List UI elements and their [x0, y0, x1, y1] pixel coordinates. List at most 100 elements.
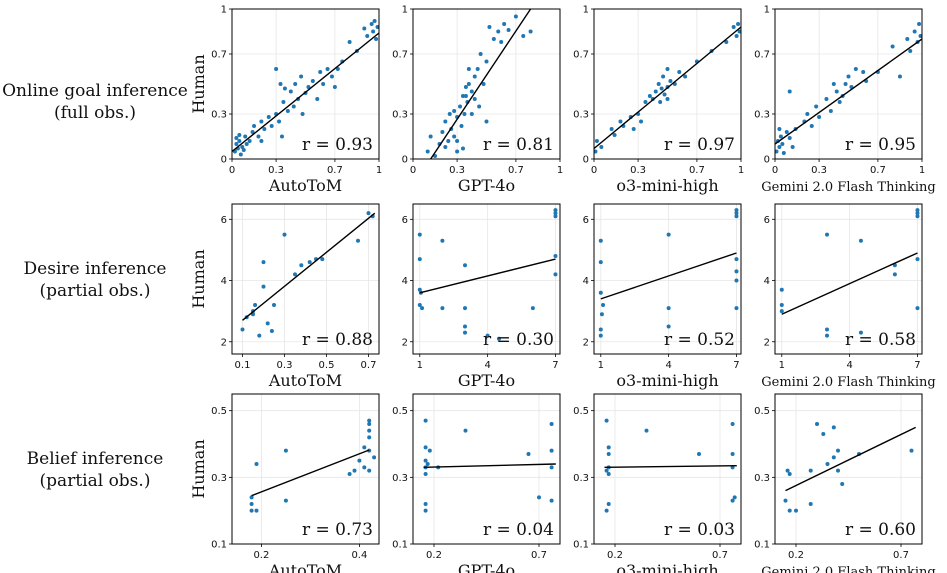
- data-point: [362, 26, 367, 31]
- row-label-online-goal: Online goal inference (full obs.): [0, 80, 190, 124]
- y-tick-label: 1: [221, 5, 227, 16]
- data-point: [375, 25, 379, 29]
- data-point: [261, 260, 266, 265]
- data-point: [778, 134, 783, 139]
- data-point: [367, 435, 372, 440]
- data-point: [606, 502, 611, 506]
- row-label-desire: Desire inference (partial obs.): [0, 258, 190, 302]
- data-point: [417, 232, 422, 237]
- y-tick-label: 0.3: [211, 110, 227, 121]
- row-label-line1: Belief inference: [26, 449, 164, 469]
- data-point: [237, 133, 242, 137]
- data-point: [734, 257, 739, 262]
- data-point: [662, 92, 667, 97]
- data-point: [831, 82, 836, 86]
- data-point: [362, 465, 367, 470]
- data-point: [502, 22, 507, 26]
- y-tick-label: 4: [583, 276, 589, 287]
- data-point: [253, 303, 258, 308]
- data-point: [265, 321, 270, 326]
- data-point: [481, 82, 486, 86]
- data-point: [787, 508, 792, 513]
- data-point: [241, 148, 246, 152]
- y-tick-label: 0.7: [211, 50, 227, 61]
- points-group: [783, 422, 914, 513]
- data-point: [843, 82, 848, 86]
- x-tick-label: 1: [557, 165, 563, 176]
- data-point: [321, 82, 326, 86]
- x-axis-label: GPT-4o: [458, 371, 515, 390]
- correlation-label: r = 0.04: [483, 520, 554, 540]
- data-point: [825, 462, 830, 466]
- data-point: [252, 124, 257, 128]
- data-point: [372, 455, 377, 460]
- panel-frame: [593, 203, 742, 355]
- data-point: [734, 211, 739, 216]
- data-point: [487, 25, 492, 29]
- x-axis-label: GPT-4o: [458, 176, 515, 195]
- row-label-line1: Desire inference: [23, 259, 167, 279]
- y-tick-label: 4: [402, 276, 408, 287]
- data-point: [659, 86, 664, 91]
- y-axis-label: Human: [189, 439, 208, 498]
- y-tick-label: 2: [583, 337, 589, 348]
- data-point: [247, 139, 252, 143]
- y-tick-label: 6: [764, 215, 770, 226]
- data-point: [472, 74, 477, 79]
- points-group: [779, 208, 920, 338]
- data-point: [455, 149, 460, 154]
- y-tick-label: 0: [764, 155, 770, 166]
- data-point: [462, 112, 467, 116]
- data-point: [423, 458, 428, 463]
- data-point: [780, 142, 785, 146]
- panel-frame: [412, 203, 561, 355]
- x-axis-label: o3-mini-high: [616, 176, 718, 195]
- regression-line: [419, 258, 556, 294]
- y-tick-label: 0.1: [392, 540, 408, 551]
- data-point: [553, 208, 558, 213]
- data-point: [734, 306, 739, 311]
- data-point: [282, 232, 287, 237]
- data-point: [783, 498, 788, 503]
- data-point: [553, 211, 558, 216]
- data-point: [463, 263, 468, 268]
- points-group: [775, 22, 922, 155]
- x-tick-label: 1: [417, 360, 423, 371]
- data-point: [677, 70, 682, 74]
- correlation-label: r = 0.58: [845, 330, 916, 350]
- fit-line-group: [785, 426, 917, 492]
- data-point: [730, 498, 735, 503]
- y-tick-label: 0.3: [211, 473, 227, 484]
- data-point: [365, 34, 370, 38]
- y-tick-label: 0.1: [754, 540, 770, 551]
- x-tick-label: 0.7: [689, 165, 705, 176]
- x-tick-label: 0.2: [607, 550, 623, 561]
- data-point: [730, 452, 735, 456]
- data-point: [250, 130, 255, 134]
- data-point: [307, 260, 312, 265]
- scatter-panel-12: 0.2 0.7 0.1 0.3 0.5 r = 0.60 Gemini 2.0 Flash …: [754, 393, 936, 573]
- data-point: [604, 418, 609, 423]
- data-point: [825, 327, 830, 332]
- correlation-label: r = 0.97: [664, 135, 735, 155]
- data-point: [779, 287, 784, 292]
- y-tick-label: 6: [221, 215, 227, 226]
- data-point: [521, 34, 526, 38]
- x-tick-label: 0: [772, 165, 778, 176]
- data-point: [249, 502, 254, 506]
- data-point: [367, 422, 372, 426]
- x-tick-label: 4: [846, 360, 852, 371]
- data-point: [278, 82, 283, 86]
- data-point: [496, 336, 501, 341]
- data-point: [606, 452, 611, 456]
- x-tick-label: 0.3: [811, 165, 827, 176]
- data-point: [272, 303, 276, 308]
- data-point: [425, 149, 430, 154]
- data-point: [836, 448, 840, 453]
- x-tick-label: 0.7: [361, 360, 377, 371]
- data-point: [683, 74, 688, 79]
- data-point: [371, 29, 376, 34]
- data-point: [417, 257, 422, 262]
- x-tick-label: 0.7: [893, 550, 909, 561]
